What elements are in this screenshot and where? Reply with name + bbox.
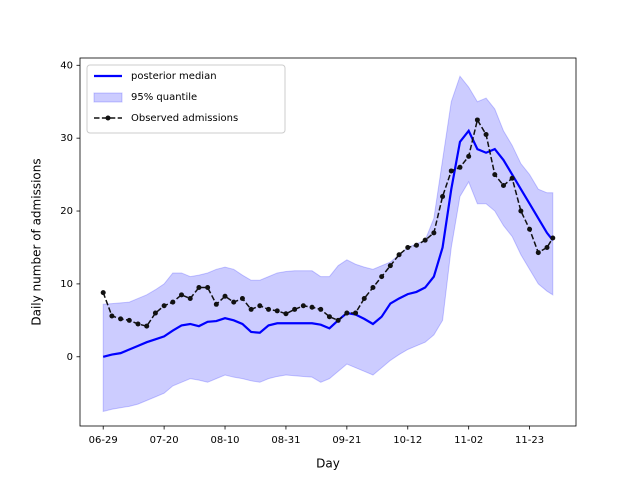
observed-point <box>500 183 506 189</box>
y-tick-label: 30 <box>60 133 73 144</box>
observed-point <box>300 303 306 309</box>
observed-point <box>274 308 280 314</box>
observed-point <box>396 252 402 258</box>
observed-point <box>187 295 193 301</box>
observed-point <box>196 285 202 291</box>
observed-point <box>309 304 315 310</box>
observed-point <box>335 317 341 323</box>
legend-box <box>86 64 286 134</box>
observed-point <box>161 303 167 309</box>
observed-point <box>492 172 498 178</box>
x-tick-label: 08-31 <box>271 435 300 446</box>
observed-point <box>266 306 272 312</box>
observed-point <box>179 292 185 298</box>
legend-label: posterior median <box>131 71 217 82</box>
observed-point <box>550 235 556 241</box>
observed-point <box>527 226 533 232</box>
observed-point <box>213 301 219 307</box>
observed-point <box>413 242 419 248</box>
y-tick-label: 20 <box>60 206 73 217</box>
observed-point <box>222 293 228 299</box>
plot-area <box>100 75 556 413</box>
observed-point <box>326 314 332 320</box>
observed-point <box>457 164 463 170</box>
observed-point <box>231 299 237 305</box>
observed-point <box>361 295 367 301</box>
series-line <box>102 128 554 358</box>
observed-point <box>448 168 454 174</box>
observed-point <box>387 263 393 269</box>
observed-point <box>257 303 263 309</box>
observed-point <box>118 316 124 322</box>
legend: posterior median 95% quantile Observed adm… <box>86 64 286 134</box>
legend-label: Observed admissions <box>131 113 238 124</box>
observed-point <box>152 310 158 316</box>
observed-point <box>405 244 411 250</box>
observed-point <box>544 244 550 250</box>
observed-point <box>353 310 359 316</box>
observed-point <box>474 117 480 123</box>
x-tick-label: 06-29 <box>89 435 118 446</box>
observed-point <box>509 175 515 181</box>
observed-point <box>431 230 437 236</box>
observed-point <box>248 306 254 312</box>
observed-point <box>518 208 524 214</box>
observed-point <box>100 290 106 296</box>
observed-point <box>379 274 385 280</box>
observed-point <box>170 299 176 305</box>
y-axis-label: Daily number of admissions <box>30 158 44 325</box>
observed-point <box>283 311 289 317</box>
axes-frame <box>79 57 577 427</box>
x-tick-label: 11-02 <box>454 435 483 446</box>
observed-point <box>344 310 350 316</box>
x-tick-label: 07-20 <box>150 435 179 446</box>
quantile-band <box>102 75 554 413</box>
observed-point <box>109 313 115 319</box>
observed-point <box>292 306 298 312</box>
legend-marker <box>105 115 111 121</box>
observed-point <box>422 237 428 243</box>
observed-point <box>535 250 541 256</box>
y-tick-label: 0 <box>67 352 73 363</box>
observed-point <box>144 323 150 329</box>
x-axis-label: Day <box>316 457 340 471</box>
y-tick-label: 40 <box>60 60 73 71</box>
observed-point <box>318 306 324 312</box>
x-tick-label: 09-21 <box>332 435 361 446</box>
observed-point <box>370 285 376 291</box>
observed-point <box>239 295 245 301</box>
y-tick-label: 10 <box>60 279 73 290</box>
observed-point <box>466 153 472 159</box>
x-tick-label: 10-12 <box>393 435 422 446</box>
x-tick-label: 11-23 <box>515 435 544 446</box>
observed-point <box>440 193 446 199</box>
observed-point <box>483 132 489 138</box>
observed-point <box>135 321 141 327</box>
x-tick-label: 08-10 <box>210 435 239 446</box>
series-line <box>102 117 554 328</box>
legend-swatch <box>93 92 123 103</box>
legend-label: 95% quantile <box>131 92 197 103</box>
observed-point <box>205 285 211 291</box>
observed-point <box>126 317 132 323</box>
